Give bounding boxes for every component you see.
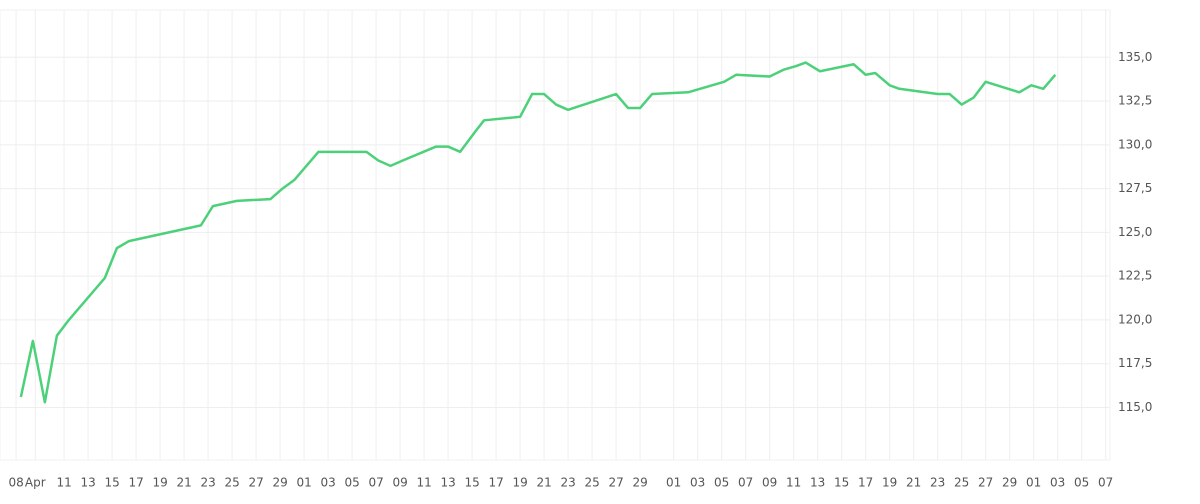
y-tick-label: 120,0 — [1118, 312, 1152, 326]
x-tick-label: 01 — [1026, 476, 1041, 490]
x-tick-label: 03 — [690, 476, 705, 490]
x-tick-label: 17 — [858, 476, 873, 490]
x-tick-label: 19 — [152, 476, 167, 490]
x-tick-label: 07 — [1098, 476, 1113, 490]
x-tick-label: 09 — [392, 476, 407, 490]
x-tick-label: 23 — [560, 476, 575, 490]
x-tick-label: 29 — [272, 476, 287, 490]
x-tick-label: 27 — [978, 476, 993, 490]
y-tick-label: 115,0 — [1118, 400, 1152, 414]
y-tick-label: 135,0 — [1118, 50, 1152, 64]
line — [19, 61, 1057, 404]
x-tick-label: 15 — [104, 476, 119, 490]
x-tick-label: 21 — [176, 476, 191, 490]
y-tick-label: 117,5 — [1118, 356, 1152, 370]
x-tick-label: 03 — [1050, 476, 1065, 490]
x-tick-label: 15 — [834, 476, 849, 490]
x-tick-label: 27 — [248, 476, 263, 490]
x-tick-label: 29 — [1002, 476, 1017, 490]
x-tick-label: 01 — [666, 476, 681, 490]
plot-area — [0, 9, 1111, 461]
x-tick-label: 21 — [906, 476, 921, 490]
y-tick-label: 130,0 — [1118, 137, 1152, 151]
x-tick-label: 25 — [954, 476, 969, 490]
y-tick-label: 127,5 — [1118, 181, 1152, 195]
x-tick-label: 23 — [930, 476, 945, 490]
x-tick-label: 01 — [296, 476, 311, 490]
y-tick-label: 122,5 — [1118, 269, 1152, 283]
x-tick-label: 13 — [810, 476, 825, 490]
x-tick-label: 03 — [320, 476, 335, 490]
x-tick-label: 23 — [200, 476, 215, 490]
x-tick-label: 07 — [368, 476, 383, 490]
x-tick-label: 21 — [536, 476, 551, 490]
x-tick-label: 17 — [128, 476, 143, 490]
x-tick-label: 19 — [512, 476, 527, 490]
x-tick-label: 05 — [1074, 476, 1089, 490]
x-tick-label: 05 — [344, 476, 359, 490]
x-tick-label: 13 — [440, 476, 455, 490]
x-tick-label: Apr — [25, 476, 46, 490]
x-tick-label: 13 — [80, 476, 95, 490]
x-tick-label: 25 — [584, 476, 599, 490]
x-tick-label: 09 — [762, 476, 777, 490]
x-tick-label: 11 — [786, 476, 801, 490]
x-tick-label: 19 — [882, 476, 897, 490]
x-tick-label: 25 — [224, 476, 239, 490]
x-tick-label: 11 — [416, 476, 431, 490]
x-tick-label: 29 — [632, 476, 647, 490]
x-tick-label: 05 — [714, 476, 729, 490]
x-tick-label: 11 — [56, 476, 71, 490]
x-tick-label: 08 — [8, 476, 23, 490]
x-tick-label: 27 — [608, 476, 623, 490]
x-tick-label: 07 — [738, 476, 753, 490]
x-tick-label: 15 — [464, 476, 479, 490]
x-tick-label: 17 — [488, 476, 503, 490]
y-tick-label: 132,5 — [1118, 94, 1152, 108]
y-tick-label: 125,0 — [1118, 225, 1152, 239]
